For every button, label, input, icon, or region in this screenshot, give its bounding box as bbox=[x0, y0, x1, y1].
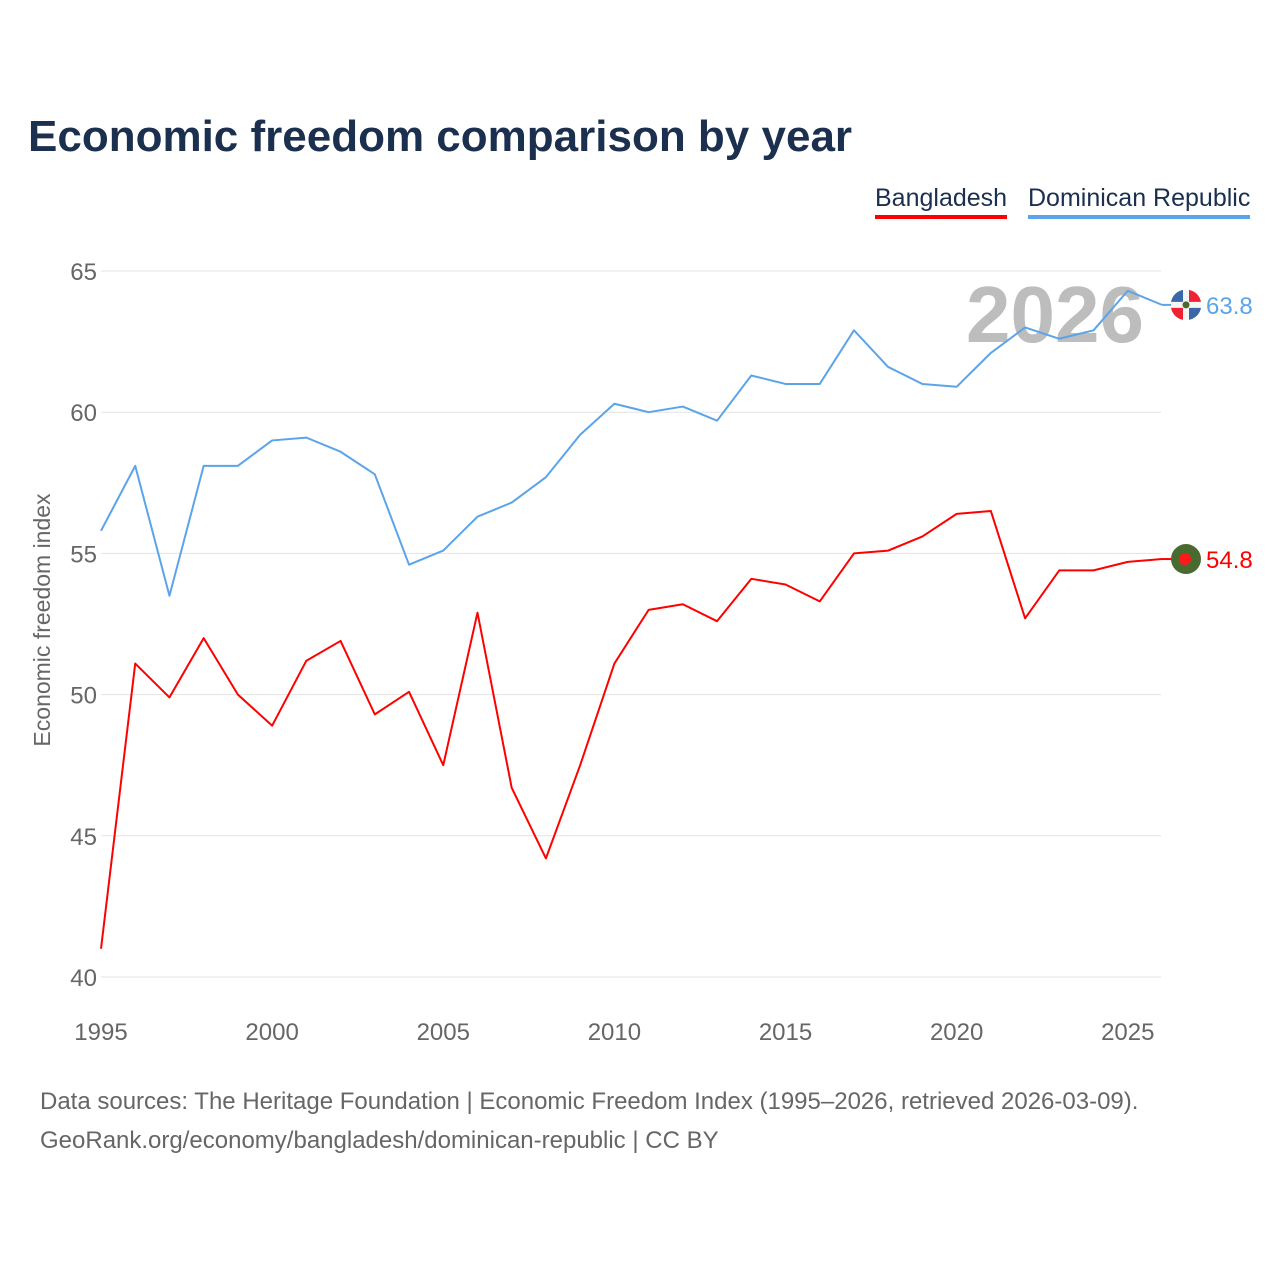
y-tick-label: 55 bbox=[70, 541, 97, 568]
flag-quadrant bbox=[1171, 307, 1183, 320]
flag-quadrant bbox=[1189, 307, 1201, 320]
legend-dominican-republic[interactable]: Dominican Republic bbox=[1028, 184, 1251, 219]
flag-disc bbox=[1179, 553, 1191, 566]
end-value-label: 54.8 bbox=[1206, 547, 1253, 574]
x-tick-label: 2010 bbox=[588, 1019, 641, 1046]
year-watermark: 2026 bbox=[966, 270, 1144, 359]
x-tick-label: 2025 bbox=[1101, 1019, 1154, 1046]
line-chart: 40 45 50 55 60 65 1995 2000 2005 2010 2015 2020 2025… bbox=[29, 259, 1253, 1046]
y-axis-label: Economic freedom index bbox=[29, 493, 55, 747]
footer-credit[interactable]: GeoRank.org/economy/bangladesh/dominican… bbox=[40, 1127, 719, 1154]
series-line-bangladesh bbox=[100, 510, 1163, 949]
y-tick-label: 65 bbox=[70, 259, 97, 286]
x-tick-label: 2020 bbox=[930, 1019, 983, 1046]
x-tick-label: 2015 bbox=[759, 1019, 812, 1046]
x-tick-label: 1995 bbox=[74, 1019, 127, 1046]
x-tick-label: 2000 bbox=[245, 1019, 298, 1046]
chart-title: Economic freedom comparison by year bbox=[28, 112, 853, 161]
end-value-label: 63.8 bbox=[1206, 293, 1253, 320]
flag-emblem bbox=[1182, 301, 1190, 309]
y-tick-label: 50 bbox=[70, 683, 97, 710]
y-tick-label: 40 bbox=[70, 965, 97, 992]
flag-quadrant bbox=[1189, 289, 1201, 302]
footer-sources: Data sources: The Heritage Foundation | … bbox=[40, 1088, 1139, 1115]
y-tick-label: 45 bbox=[70, 824, 97, 851]
x-tick-label: 2005 bbox=[417, 1019, 470, 1046]
flag-quadrant bbox=[1171, 289, 1183, 302]
legend-bangladesh[interactable]: Bangladesh bbox=[875, 184, 1008, 219]
y-tick-label: 60 bbox=[70, 400, 97, 427]
series-line-dominican-republic bbox=[100, 289, 1163, 597]
